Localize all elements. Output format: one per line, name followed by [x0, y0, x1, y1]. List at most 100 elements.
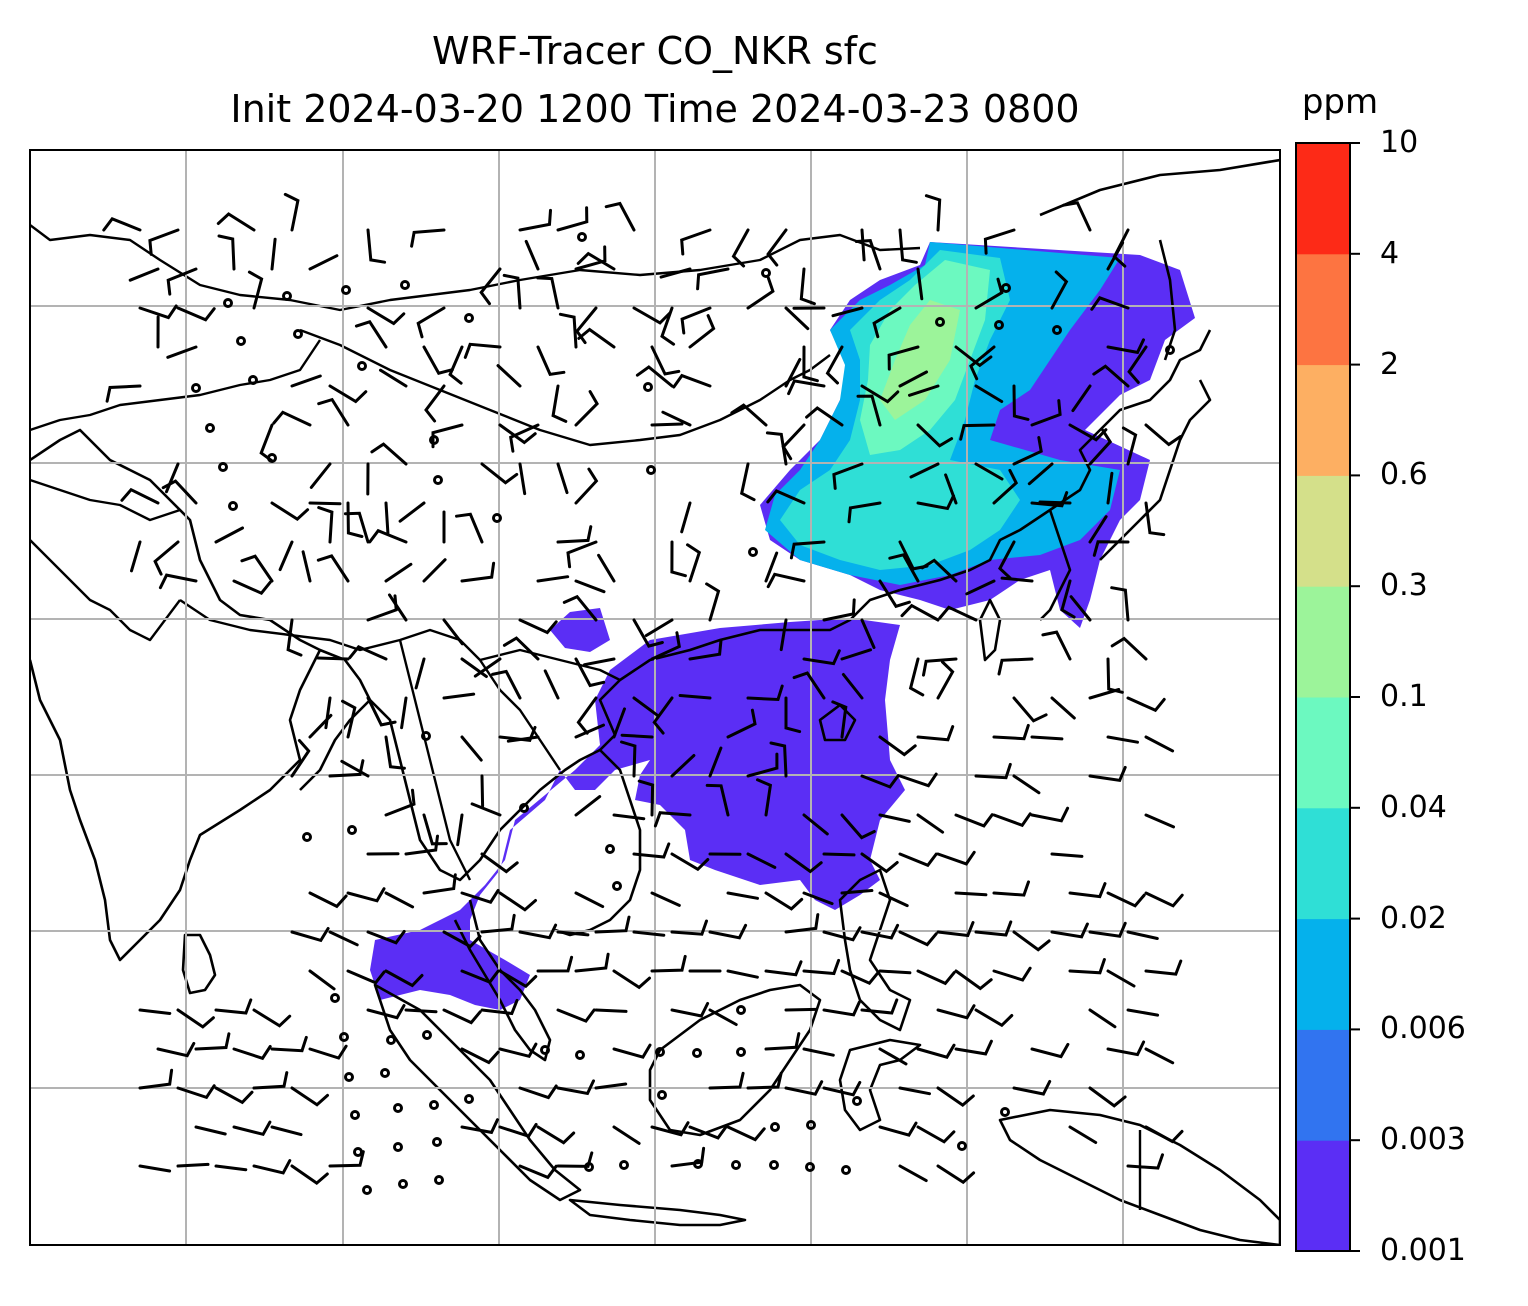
wind-barb — [688, 638, 723, 661]
wind-barb — [672, 373, 712, 389]
wind-barb — [1012, 930, 1051, 952]
wind-barb — [442, 692, 476, 700]
wind-barb — [974, 920, 1013, 937]
wind-barb — [746, 752, 779, 778]
wind-barb — [509, 423, 540, 453]
wind-barb — [764, 960, 803, 977]
wind-barb — [878, 1121, 918, 1137]
wind-barb — [650, 422, 684, 427]
wind-barb — [498, 1042, 538, 1059]
wind-barb — [860, 618, 876, 649]
calm-wind-circle — [994, 320, 1004, 330]
wind-barb — [1030, 806, 1070, 823]
wind-barb — [543, 669, 560, 700]
wind-barb — [460, 969, 500, 985]
calm-wind-circle — [492, 513, 502, 523]
calm-wind-circle — [852, 1096, 862, 1106]
wind-barb — [764, 551, 779, 583]
wind-barb — [678, 694, 712, 700]
wind-barb — [908, 384, 940, 397]
wind-barb — [1110, 636, 1148, 661]
wind-barb — [954, 813, 994, 828]
wind-barb — [153, 540, 180, 576]
wind-barb — [840, 969, 880, 986]
calm-wind-circle — [398, 1179, 408, 1189]
wind-barb — [1068, 423, 1108, 442]
wind-barb — [650, 1121, 690, 1137]
wind-barb — [442, 618, 464, 646]
wind-barb — [574, 891, 605, 909]
wind-barb — [612, 969, 651, 990]
wind-barb — [1000, 576, 1034, 583]
wind-barb — [398, 501, 426, 523]
calm-wind-circle — [769, 1160, 779, 1170]
calm-wind-circle — [655, 1047, 665, 1057]
colorbar-tick-label: 10 — [1380, 125, 1419, 160]
wind-barb — [831, 700, 848, 739]
wind-barb — [460, 561, 496, 583]
wind-barb — [301, 550, 312, 583]
wind-barb — [1012, 696, 1048, 723]
calm-wind-circle — [248, 375, 258, 385]
wind-barb — [841, 673, 864, 700]
wind-barb — [1069, 595, 1092, 622]
wind-barb — [194, 1125, 227, 1136]
wind-barb — [524, 239, 540, 271]
wind-barb — [992, 812, 1032, 828]
wind-barb — [176, 306, 216, 322]
wind-barb — [969, 345, 996, 381]
wind-barb — [290, 1164, 329, 1185]
wind-barb — [802, 1047, 835, 1057]
wind-barb — [1062, 201, 1092, 232]
wind-barb — [384, 501, 390, 535]
wind-barb — [556, 462, 569, 495]
wind-barb — [574, 390, 599, 427]
wind-barb — [1071, 384, 1092, 413]
wind-barb — [840, 889, 874, 895]
colorbar-tick-label: 0.04 — [1380, 789, 1447, 825]
wind-barb — [166, 267, 198, 296]
wind-barb — [916, 725, 955, 742]
wind-barb — [328, 930, 359, 947]
wind-barb — [562, 594, 598, 622]
plume-south — [370, 608, 905, 1010]
wind-barb — [138, 1068, 174, 1090]
wind-barb — [1110, 586, 1130, 622]
calm-wind-circle — [841, 1165, 851, 1175]
wind-barb — [604, 201, 636, 232]
wind-barb — [384, 891, 415, 909]
wind-barb — [536, 345, 566, 377]
wind-barb — [688, 314, 716, 349]
wind-barb — [1030, 399, 1062, 427]
wind-barb — [1126, 930, 1159, 940]
wind-barb — [348, 644, 388, 661]
wind-barb — [556, 930, 590, 937]
wind-barb — [650, 631, 681, 661]
wind-barb — [746, 852, 777, 869]
wind-barb — [556, 206, 589, 232]
wind-barb — [998, 540, 1016, 580]
wind-barb — [247, 270, 264, 310]
wind-barb — [764, 1032, 801, 1051]
wind-barb — [802, 813, 829, 836]
wind-barb — [612, 813, 646, 821]
coastline-new-guinea — [998, 1108, 1280, 1245]
wind-barb — [787, 379, 826, 396]
wind-barb — [388, 593, 408, 622]
wind-barb — [878, 969, 912, 975]
calm-wind-circle — [205, 423, 215, 433]
wind-barb — [232, 1045, 272, 1061]
wind-barb — [340, 759, 370, 778]
wind-barb — [974, 762, 1012, 780]
wind-barb — [1106, 891, 1146, 908]
wind-barb — [480, 852, 519, 874]
wind-barb — [944, 473, 958, 505]
wind-barb — [410, 228, 446, 248]
wind-barb — [594, 915, 631, 934]
wind-barb — [316, 554, 350, 583]
colorbar-tick-label: 0.003 — [1380, 1122, 1466, 1158]
wind-barb-layer — [102, 192, 1184, 1195]
calm-wind-circle — [519, 803, 529, 813]
wind-barb — [217, 234, 236, 271]
wind-barb — [954, 891, 988, 897]
